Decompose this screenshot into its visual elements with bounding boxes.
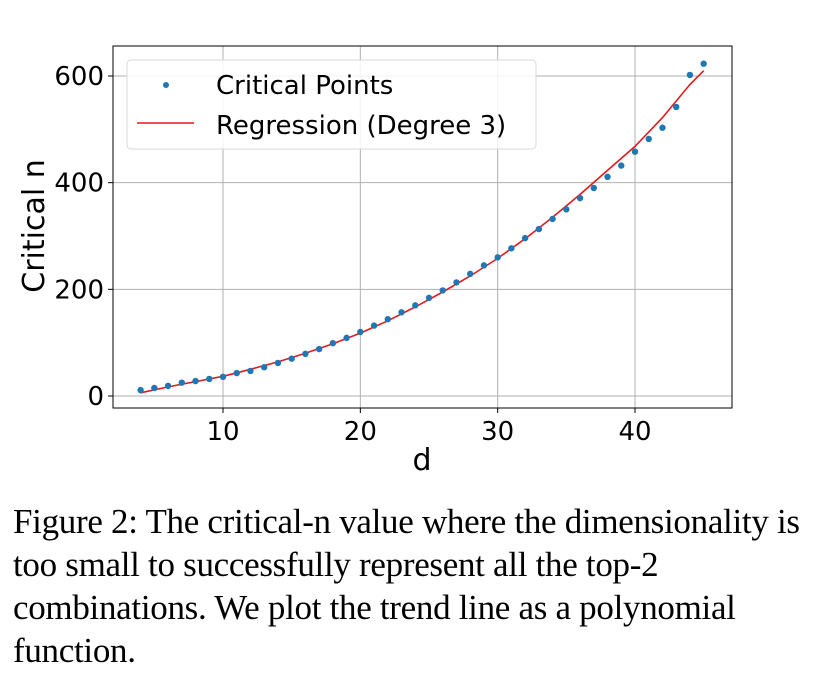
data-point [480, 262, 488, 269]
legend-label-regression: Regression (Degree 3) [216, 111, 506, 141]
chart-figure: 10 20 30 40 0 200 400 600 d Critical n Critical… [17, 45, 733, 478]
data-point [563, 206, 570, 213]
data-point [439, 287, 446, 294]
plot-frame [112, 45, 733, 409]
x-tick-label: 30 [481, 417, 514, 447]
data-point [206, 375, 213, 383]
data-point [302, 350, 309, 358]
data-point [412, 302, 419, 309]
data-point [343, 334, 350, 342]
data-point [618, 162, 625, 169]
critical-points [137, 60, 707, 394]
data-point [535, 225, 543, 233]
x-tick-label: 10 [206, 417, 239, 447]
data-point [521, 234, 529, 242]
data-point [151, 384, 158, 392]
data-point [233, 369, 240, 377]
data-point [357, 328, 364, 336]
y-axis-label: Critical n [17, 159, 52, 292]
data-point [686, 71, 694, 79]
data-point [453, 279, 460, 286]
data-point [467, 270, 474, 278]
data-point [700, 60, 707, 67]
x-tick-label: 20 [344, 417, 377, 447]
data-point [137, 386, 144, 394]
data-point [631, 148, 639, 155]
data-point [274, 359, 282, 367]
figure-caption: Figure 2: The critical-n value where the… [13, 502, 800, 670]
data-point [288, 355, 295, 362]
data-point [494, 254, 501, 261]
data-point [192, 377, 199, 385]
data-point [398, 309, 405, 316]
data-point [178, 379, 185, 386]
y-tick-label: 400 [54, 169, 104, 199]
data-point [164, 382, 172, 390]
data-point [384, 316, 391, 323]
data-point [645, 135, 652, 143]
y-tick-label: 600 [54, 62, 104, 92]
data-point [425, 294, 433, 302]
legend-box [126, 59, 537, 150]
data-point [261, 364, 268, 371]
y-tick-label: 200 [54, 275, 104, 305]
data-point [576, 194, 584, 202]
data-point [329, 340, 337, 347]
legend: Critical Points Regression (Degree 3) [126, 59, 537, 150]
y-tick-label: 0 [87, 382, 104, 412]
data-point [508, 245, 515, 252]
legend-label-points: Critical Points [216, 71, 393, 101]
data-point [549, 215, 556, 223]
data-point [590, 184, 597, 192]
data-point [315, 345, 323, 353]
x-axis-label: d [412, 443, 431, 478]
legend-marker-points [163, 82, 169, 88]
data-point [604, 173, 611, 180]
data-point [247, 367, 254, 375]
data-point [219, 373, 227, 380]
data-point [673, 103, 680, 111]
x-tick-label: 40 [618, 417, 651, 447]
data-point [659, 124, 666, 131]
data-point [370, 322, 378, 329]
